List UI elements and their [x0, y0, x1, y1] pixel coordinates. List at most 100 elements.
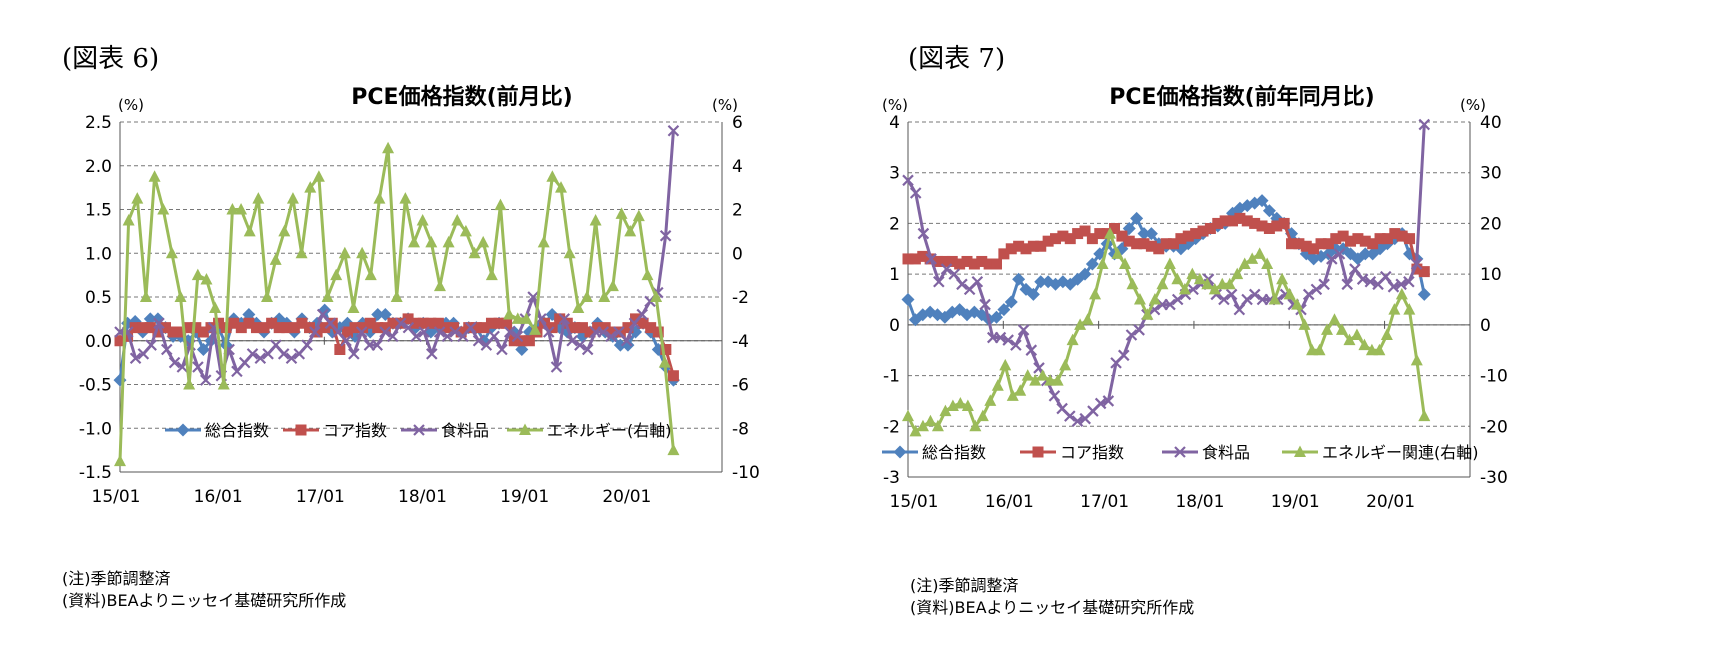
data-point	[1086, 233, 1098, 245]
data-point	[246, 348, 259, 360]
data-point	[1283, 287, 1296, 300]
data-point	[1066, 333, 1079, 346]
data-point	[607, 326, 619, 338]
data-point	[569, 322, 581, 334]
data-point	[338, 246, 351, 259]
data-point	[1096, 257, 1109, 269]
data-point	[1164, 298, 1176, 311]
y-tick-label-right: 40	[1480, 113, 1502, 133]
data-point	[477, 235, 490, 248]
data-point	[1035, 240, 1047, 252]
data-point	[157, 203, 170, 215]
data-point	[167, 326, 179, 338]
data-point	[1403, 303, 1416, 315]
data-point	[348, 348, 360, 360]
data-point	[1130, 211, 1144, 225]
y-tick-label-left: 1.0	[85, 244, 112, 264]
data-point	[938, 310, 952, 324]
chart-notes: (注)季節調整済 (資料)BEAよりニッセイ基礎研究所作成	[62, 568, 346, 612]
y-tick-label-left: 3	[889, 164, 900, 184]
data-point	[1410, 353, 1423, 366]
data-point	[1233, 303, 1246, 316]
data-point	[1063, 277, 1077, 291]
data-point	[630, 313, 642, 325]
data-point	[1315, 238, 1327, 250]
legend: 総合指数 コア指数 食料品 エネルギー関連(右軸)	[882, 443, 1479, 462]
data-point	[1133, 324, 1145, 336]
data-point	[1081, 313, 1094, 325]
y-axis-unit-right: (%)	[1460, 96, 1486, 114]
data-point	[1395, 278, 1407, 291]
chart-pce-yoy: PCE価格指数(前年同月比)(%) (%)43210-1-2-3403020100…	[882, 84, 1508, 512]
data-point	[1271, 220, 1283, 232]
y-tick-label-left: -3	[883, 468, 900, 488]
series-0	[113, 303, 680, 387]
y-tick-label-left: -2	[883, 417, 900, 437]
data-point	[1071, 415, 1084, 427]
data-point	[472, 334, 485, 347]
data-point	[901, 293, 915, 306]
x-tick-label: 18/01	[398, 487, 447, 507]
data-point	[114, 454, 126, 467]
data-point	[1387, 281, 1400, 293]
data-point	[659, 229, 672, 242]
data-point	[309, 326, 321, 338]
chart-title: PCE価格指数(前年同月比)	[1109, 84, 1374, 110]
data-point	[1118, 257, 1131, 269]
data-point	[1010, 339, 1022, 351]
data-point	[390, 290, 403, 302]
data-point	[605, 330, 617, 343]
y-axis-unit-right: (%)	[712, 96, 738, 114]
data-point	[373, 192, 386, 204]
data-point	[1310, 283, 1323, 296]
data-point	[991, 379, 1004, 391]
data-point	[932, 255, 944, 267]
data-point	[537, 235, 550, 248]
data-point	[979, 298, 991, 311]
data-point	[266, 317, 278, 329]
legend-marker	[413, 424, 425, 436]
data-point	[1389, 228, 1401, 240]
data-point	[1300, 240, 1312, 252]
data-point	[1201, 277, 1214, 290]
data-point	[503, 326, 516, 338]
data-point	[340, 334, 352, 347]
legend-label: コア指数	[323, 421, 387, 440]
data-point	[228, 317, 240, 329]
data-point	[347, 301, 360, 313]
data-point	[341, 326, 353, 338]
data-point	[1350, 328, 1363, 340]
data-point	[1051, 374, 1064, 386]
y-tick-label-left: -1.0	[79, 419, 112, 439]
data-point	[1006, 389, 1019, 401]
data-point	[598, 290, 611, 302]
data-point	[137, 322, 149, 334]
data-point	[153, 317, 165, 330]
x-tick-label: 16/01	[985, 492, 1034, 512]
data-point	[1186, 267, 1199, 280]
data-point	[566, 334, 578, 347]
data-point	[433, 279, 446, 292]
data-point	[1020, 243, 1032, 255]
data-point	[1396, 230, 1408, 242]
data-point	[468, 246, 481, 259]
data-point	[1318, 278, 1330, 291]
data-point	[954, 396, 967, 409]
data-point	[1125, 329, 1138, 341]
data-point	[387, 317, 399, 329]
data-point	[1050, 233, 1062, 245]
data-point	[382, 141, 395, 154]
data-point	[917, 227, 930, 240]
data-point	[546, 170, 559, 182]
data-point	[1182, 230, 1194, 242]
y-tick-label-left: 2.5	[85, 113, 112, 133]
data-point	[1411, 263, 1423, 275]
data-point	[1291, 298, 1304, 310]
data-point	[1049, 277, 1063, 291]
data-point	[1326, 253, 1338, 265]
y-tick-label-left: 0.0	[85, 332, 112, 352]
data-point	[1248, 288, 1261, 301]
data-point	[1171, 293, 1184, 306]
data-point	[1335, 323, 1348, 335]
data-point	[1337, 230, 1349, 242]
